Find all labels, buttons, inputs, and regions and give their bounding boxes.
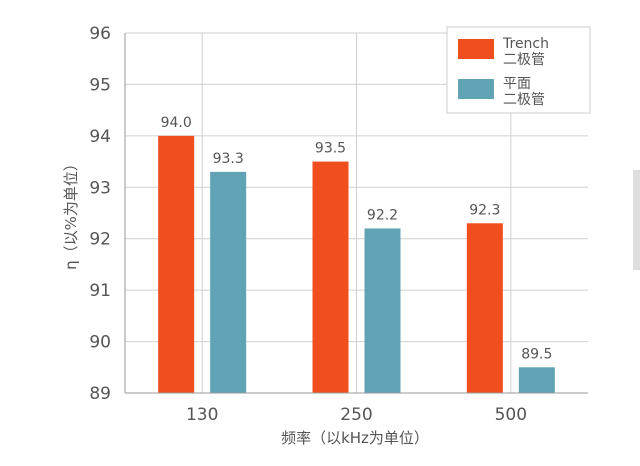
data-label: 93.3 bbox=[213, 151, 244, 167]
x-tick-label: 250 bbox=[340, 405, 372, 425]
y-tick-label: 91 bbox=[89, 281, 111, 301]
data-label: 92.2 bbox=[367, 207, 398, 223]
grid-lines bbox=[125, 32, 588, 393]
x-tick-label: 500 bbox=[495, 405, 527, 425]
data-label: 94.0 bbox=[161, 115, 192, 131]
legend-swatch bbox=[458, 79, 494, 99]
y-tick-label: 94 bbox=[89, 127, 111, 147]
legend-swatch bbox=[458, 39, 494, 59]
legend-label: 平面二极管 bbox=[503, 76, 545, 108]
data-label: 93.5 bbox=[315, 141, 346, 157]
y-tick-label: 93 bbox=[89, 178, 111, 198]
legend-label: Trench 二极管 bbox=[502, 36, 549, 68]
x-axis-title: 频率（以kHz为单位） bbox=[281, 429, 429, 447]
y-axis-title: η（以%为单位） bbox=[62, 156, 80, 270]
y-tick-label: 90 bbox=[89, 333, 111, 353]
x-tick-label: 130 bbox=[186, 405, 218, 425]
bar bbox=[210, 171, 247, 393]
axes: 89 90 91 92 93 94 95 96 130 250 500 bbox=[89, 24, 588, 425]
data-label: 92.3 bbox=[469, 202, 500, 218]
y-tick-label: 92 bbox=[89, 230, 111, 250]
y-tick-label: 95 bbox=[89, 75, 111, 95]
bar bbox=[466, 223, 503, 393]
scrollbar-thumb[interactable] bbox=[633, 170, 640, 270]
bar bbox=[364, 228, 401, 393]
bar bbox=[518, 367, 555, 393]
bar bbox=[158, 135, 195, 393]
bars bbox=[158, 135, 555, 393]
y-tick-label: 96 bbox=[89, 24, 111, 44]
bar bbox=[312, 161, 349, 393]
value-labels: 94.0 93.3 93.5 92.2 92.3 89.5 bbox=[161, 115, 553, 362]
data-label: 89.5 bbox=[521, 346, 552, 362]
y-tick-label: 89 bbox=[89, 384, 111, 404]
